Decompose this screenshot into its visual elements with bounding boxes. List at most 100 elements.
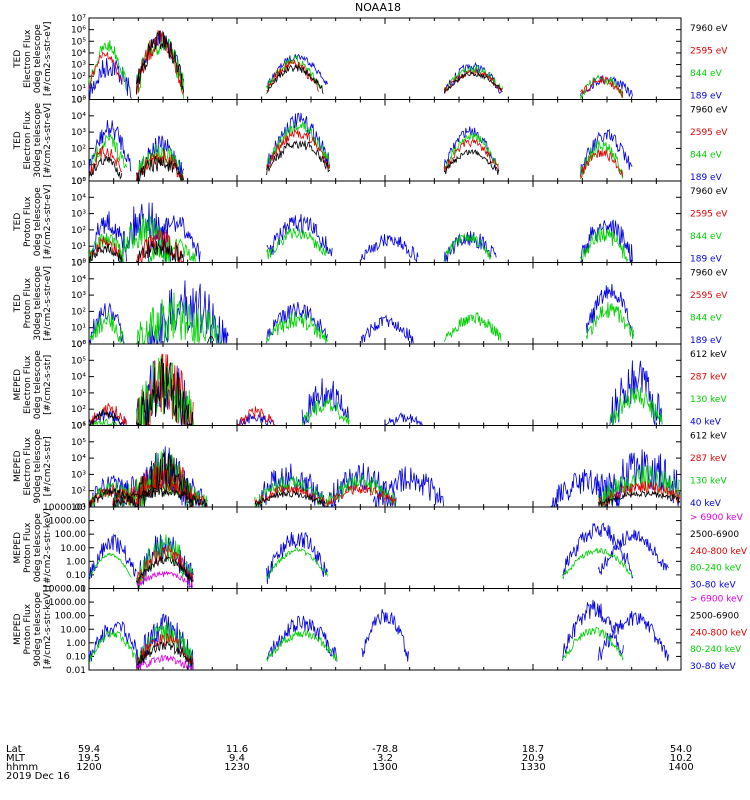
series-line-red xyxy=(325,484,397,507)
y-axis-label: Electron Flux xyxy=(23,110,33,169)
panel-5: 10¹ 10² 10³ 10⁴ 10⁵ 10⁶ MEPED Electron Flux 90de… xyxy=(13,422,727,514)
legend-entry: 612 keV xyxy=(690,350,727,360)
y-axis-label: 30deg telescope xyxy=(33,102,43,177)
y-axis-label: 0deg telescope xyxy=(33,187,43,257)
series-line-blue xyxy=(266,213,333,257)
bottom-tick-time: 1200 xyxy=(76,762,101,773)
series-line-black xyxy=(443,149,499,175)
y-axis-label: [#/cm2-s-str-eV] xyxy=(43,103,53,178)
y-axis-label: Electron Flux xyxy=(23,355,33,414)
legend-entry: 7960 eV xyxy=(690,106,728,116)
bottom-tick-time: 1330 xyxy=(520,762,545,773)
series-line-green xyxy=(118,214,171,263)
y-tick-label: 10⁵ xyxy=(71,438,86,448)
y-axis-label: [#/cm2-s-str] xyxy=(43,355,53,415)
series-line-green xyxy=(302,397,350,426)
legend-entry: 2595 eV xyxy=(690,291,728,301)
y-tick-label: 10⁵ xyxy=(71,259,86,269)
series-line-green xyxy=(136,292,222,344)
legend-entry: 2595 eV xyxy=(690,128,728,138)
y-tick-label: 0.10 xyxy=(66,652,86,662)
legend-entry: > 6900 keV xyxy=(690,513,744,523)
series-line-blue xyxy=(585,283,634,339)
y-tick-label: 10² xyxy=(71,144,86,154)
date-label: 2019 Dec 16 xyxy=(6,771,70,782)
series-line-green xyxy=(266,120,331,171)
series-line-blue xyxy=(301,378,350,425)
panel-6: 0.01 0.10 1.00 10.00 100.00 1000.00 10000.00 ME… xyxy=(13,503,748,595)
series-line-blue xyxy=(597,610,669,662)
legend-entry: > 6900 keV xyxy=(690,595,744,605)
legend-entry: 2500-6900 xyxy=(690,530,739,540)
y-tick-label: 10⁴ xyxy=(71,112,86,122)
series-line-blue xyxy=(88,58,132,100)
y-axis-label: MEPED xyxy=(13,613,23,645)
series-line-blue xyxy=(88,119,132,177)
series-line-blue xyxy=(385,412,423,427)
y-tick-label: 10³ xyxy=(71,389,86,399)
legend-entry: 844 eV xyxy=(690,314,723,324)
series-line-black xyxy=(597,490,681,508)
series-line-red xyxy=(89,484,137,507)
series-line-green xyxy=(88,552,132,578)
series-line-green xyxy=(88,134,127,174)
series-line-black xyxy=(266,140,331,176)
legend-entry: 844 eV xyxy=(690,151,723,161)
y-tick-label: 10³ xyxy=(71,128,86,138)
series-line-blue xyxy=(562,522,634,579)
bottom-tick-lat: 59.4 xyxy=(78,744,100,755)
y-tick-label: 10.00 xyxy=(60,544,86,554)
bottom-tick-lat: 18.7 xyxy=(522,744,544,755)
panel-2: 10⁰ 10¹ 10² 10³ 10⁴ 10⁵ TED Proton Flux 0deg tel… xyxy=(13,177,728,269)
y-tick-label: 10¹ xyxy=(71,324,86,334)
legend-entry: 130 keV xyxy=(690,477,727,487)
y-axis-label: MEPED xyxy=(13,532,23,564)
series-line-black xyxy=(254,490,326,507)
series-line-black xyxy=(88,488,137,507)
y-tick-label: 10⁰ xyxy=(71,340,86,350)
y-axis-label: Proton Flux xyxy=(23,196,33,247)
series-line-blue xyxy=(443,126,497,172)
series-line-green xyxy=(585,302,634,340)
y-tick-label: 10⁷ xyxy=(71,14,86,24)
y-axis-label: TED xyxy=(13,294,23,313)
y-axis-label: 90deg telescope xyxy=(33,591,43,666)
y-tick-label: 10¹ xyxy=(71,84,86,94)
series-line-red xyxy=(580,75,624,98)
y-axis-label: Proton Flux xyxy=(23,522,33,573)
series-line-blue xyxy=(88,621,142,665)
y-tick-label: 10¹ xyxy=(71,422,86,432)
series-line-black xyxy=(136,30,184,95)
series-line-red xyxy=(88,403,127,426)
y-tick-label: 10⁰ xyxy=(71,259,86,269)
y-tick-label: 10⁵ xyxy=(71,37,86,47)
legend-entry: 40 keV xyxy=(690,418,722,428)
y-axis-label: [#/cm2-s-str-eV] xyxy=(43,184,53,259)
y-tick-label: 100.00 xyxy=(55,530,87,540)
y-tick-label: 0.01 xyxy=(66,585,86,595)
legend-entry: 189 eV xyxy=(690,255,723,265)
legend-entry: 287 keV xyxy=(690,373,727,383)
series-line-black xyxy=(136,357,194,426)
y-axis-label: [#/cm2-s-str-keV] xyxy=(43,590,53,669)
series-line-green xyxy=(88,629,137,664)
legend-entry: 80-240 keV xyxy=(690,645,742,655)
y-tick-label: 1.00 xyxy=(66,557,86,567)
y-tick-label: 10¹ xyxy=(71,242,86,252)
series-line-green xyxy=(266,547,328,581)
bottom-tick-mlt: 20.9 xyxy=(522,753,544,764)
series-line-black xyxy=(136,452,194,507)
y-tick-label: 10³ xyxy=(71,210,86,220)
series-line-blue xyxy=(266,615,338,662)
y-axis-label: 30deg telescope xyxy=(33,265,43,340)
y-tick-label: 10⁵ xyxy=(71,177,86,187)
y-axis-label: [#/cm2-s-str] xyxy=(43,436,53,496)
series-line-blue xyxy=(148,280,229,344)
y-tick-label: 10⁵ xyxy=(71,356,86,366)
legend-entry: 287 keV xyxy=(690,454,727,464)
series-line-green xyxy=(609,386,663,426)
y-tick-label: 10² xyxy=(71,487,86,497)
y-tick-label: 100.00 xyxy=(55,612,87,622)
panel-1: 10⁰ 10¹ 10² 10³ 10⁴ 10⁵ TED Electron Flux 30deg … xyxy=(13,96,728,188)
